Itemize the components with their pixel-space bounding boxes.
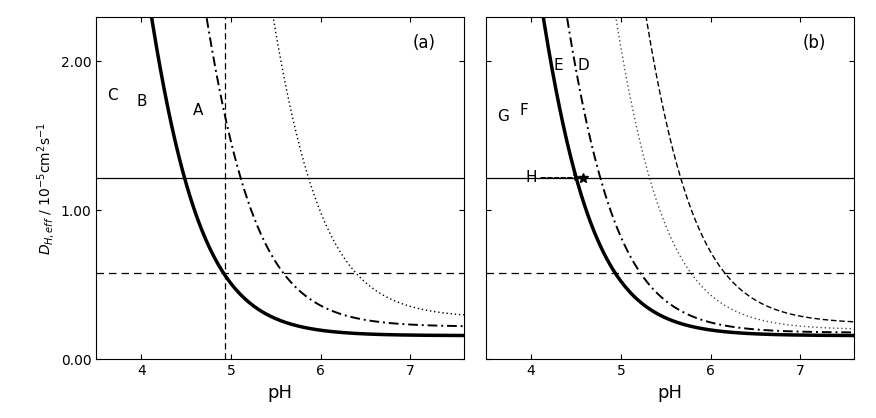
Text: (a): (a) [413,34,435,52]
X-axis label: pH: pH [658,384,682,402]
Text: F: F [519,103,528,118]
X-axis label: pH: pH [268,384,293,402]
Text: D: D [578,59,590,73]
Text: C: C [107,88,117,103]
Y-axis label: $D_{H,eff}$ / $10^{-5}$cm$^{2}$s$^{-1}$: $D_{H,eff}$ / $10^{-5}$cm$^{2}$s$^{-1}$ [35,122,57,255]
Text: (b): (b) [802,34,826,52]
Text: B: B [137,94,147,109]
Text: A: A [194,103,203,118]
Text: E: E [554,59,563,73]
Text: H: H [525,170,536,185]
Text: G: G [497,109,509,124]
